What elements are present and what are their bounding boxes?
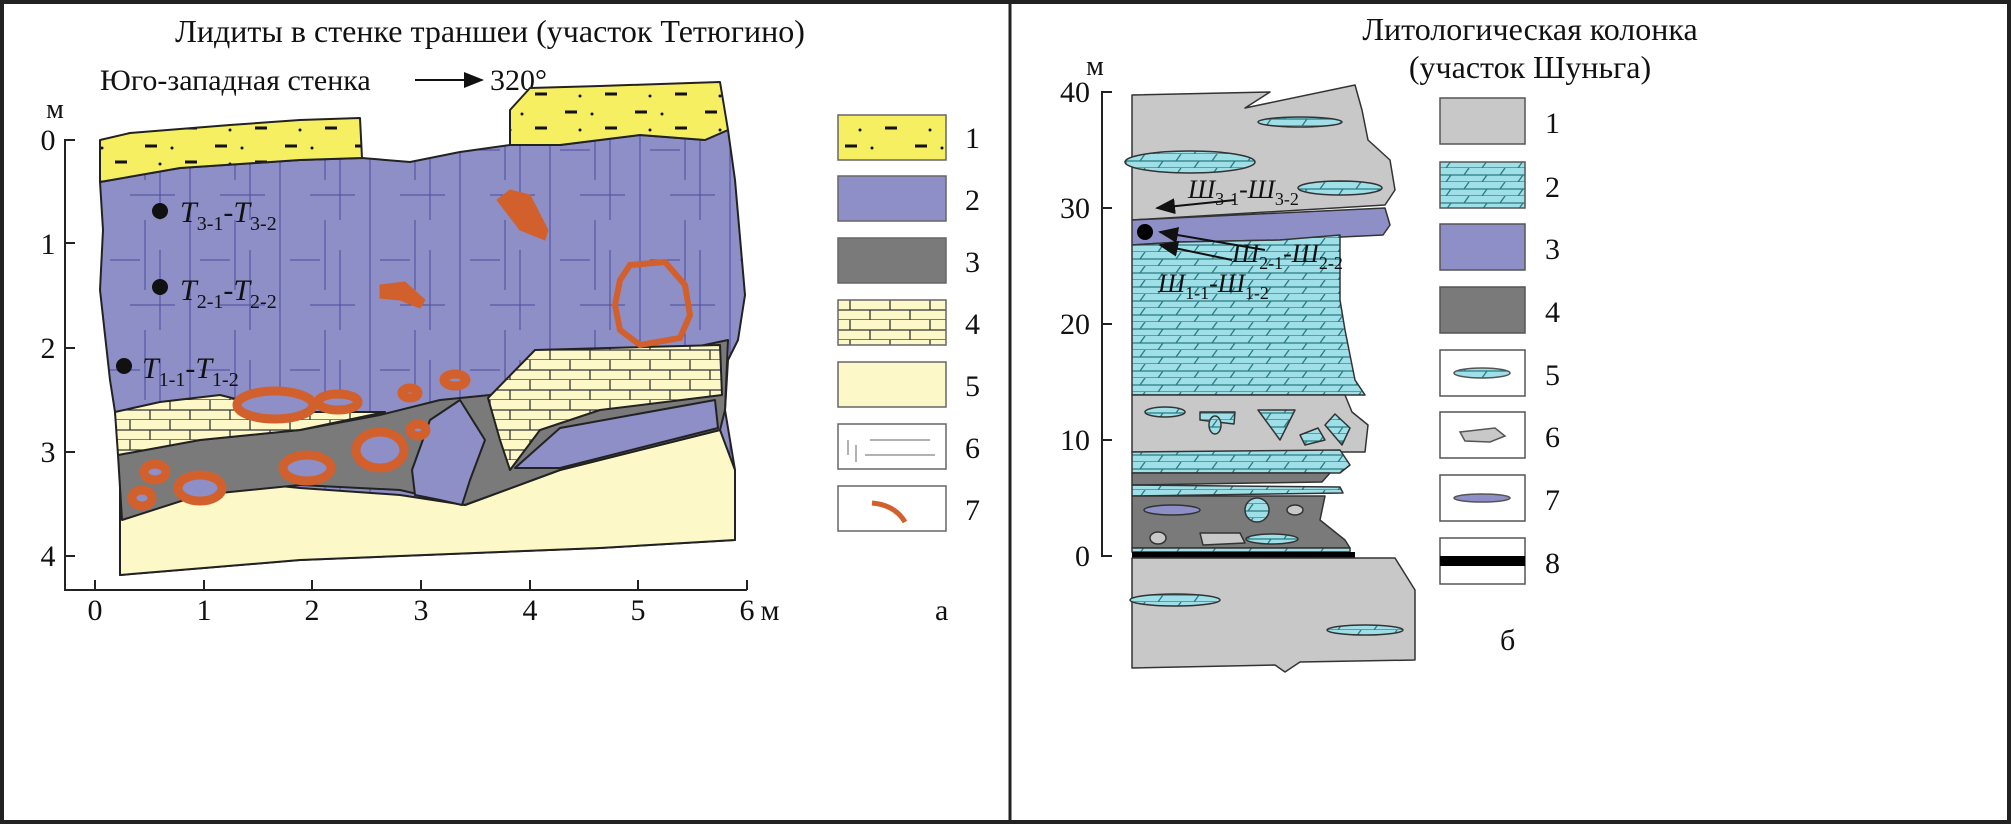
panel-letter-a: а — [935, 594, 948, 627]
sample-label-sh2: Ш2-1-Ш2-2 — [1231, 239, 1343, 273]
legend-label: 3 — [1545, 233, 1560, 266]
legend-label: 7 — [1545, 484, 1560, 517]
sample-dot — [116, 358, 132, 374]
ochre-crusts — [127, 189, 694, 511]
right-panel: Литологическая колонка (участок Шуньга) … — [1060, 11, 1698, 673]
legend-label: 8 — [1545, 547, 1560, 580]
right-title-2: (участок Шуньга) — [1409, 49, 1651, 85]
left-panel: Лидиты в стенке траншеи (участок Тетюгин… — [41, 13, 981, 627]
y-tick: 10 — [1060, 424, 1090, 457]
sample-label-sh1: Ш1-1-Ш1-2 — [1157, 269, 1269, 303]
axes — [64, 139, 747, 591]
y-tick: 3 — [41, 436, 56, 469]
ochre-ring — [611, 258, 694, 349]
lydite-lens — [514, 399, 719, 469]
legend-label: 6 — [965, 432, 980, 465]
x-tick: 1 — [197, 594, 212, 627]
x-unit: м — [761, 594, 780, 627]
y-unit: м — [46, 94, 64, 125]
legend-label: 2 — [965, 184, 980, 217]
y-tick: 2 — [41, 332, 56, 365]
y-ticks: 0 1 2 3 4 — [41, 124, 75, 573]
legend-label: 4 — [965, 308, 980, 341]
x-tick: 0 — [88, 594, 103, 627]
lithologic-column — [1124, 84, 1416, 673]
sample-label-t3: T3-1-T3-2 — [180, 196, 277, 235]
right-legend-labels: 1 2 3 4 5 6 7 8 — [1545, 107, 1560, 580]
right-title-1: Литологическая колонка — [1362, 11, 1697, 47]
y-tick: 1 — [41, 228, 56, 261]
y-tick: 20 — [1060, 308, 1090, 341]
sample-dot — [1137, 224, 1153, 240]
x-tick: 3 — [414, 594, 429, 627]
x-ticks: 0 1 2 3 4 5 6 м — [88, 580, 780, 627]
sandstone-left — [99, 117, 363, 183]
y-unit: м — [1086, 51, 1104, 82]
legend-label: 2 — [1545, 171, 1560, 204]
legend-label: 1 — [1545, 107, 1560, 140]
sample-dot — [152, 279, 168, 295]
left-legend — [837, 114, 947, 532]
legend-label: 5 — [1545, 359, 1560, 392]
legend-label: 5 — [965, 370, 980, 403]
legend-label: 1 — [965, 122, 980, 155]
sample-label-sh3: Ш3-1-Ш3-2 — [1187, 175, 1299, 209]
sample-label-t2: T2-1-T2-2 — [180, 274, 277, 313]
y-tick: 0 — [41, 124, 56, 157]
left-title: Лидиты в стенке траншеи (участок Тетюгин… — [175, 13, 805, 49]
legend-label: 4 — [1545, 296, 1560, 329]
cream-layer — [119, 429, 736, 576]
depth-axis — [1101, 91, 1112, 557]
right-legend — [1439, 97, 1526, 585]
y-tick: 40 — [1060, 76, 1090, 109]
sample-label-t1: T1-1-T1-2 — [142, 352, 239, 391]
lydite-lens — [411, 399, 486, 506]
x-tick: 6 — [740, 594, 755, 627]
x-tick: 2 — [305, 594, 320, 627]
x-tick: 5 — [631, 594, 646, 627]
left-legend-labels: 1 2 3 4 5 6 7 — [965, 122, 980, 527]
legend-label: 6 — [1545, 421, 1560, 454]
wall-label: Юго-западная стенка — [100, 64, 371, 97]
legend-label: 3 — [965, 246, 980, 279]
limestone-right — [487, 344, 723, 471]
sample-arrows — [1155, 198, 1266, 261]
sample-labels: Ш3-1-Ш3-2 Ш2-1-Ш2-2 Ш1-1-Ш1-2 — [1157, 175, 1343, 303]
y-tick: 0 — [1075, 540, 1090, 573]
sample-points: T3-1-T3-2 T2-1-T2-2 T1-1-T1-2 — [116, 196, 277, 391]
y-tick: 4 — [41, 540, 56, 573]
panel-letter-b: б — [1500, 624, 1515, 657]
y-tick: 30 — [1060, 192, 1090, 225]
x-tick: 4 — [523, 594, 538, 627]
legend-label: 7 — [965, 494, 980, 527]
sample-dot — [152, 203, 168, 219]
sandstone-right — [509, 81, 729, 146]
